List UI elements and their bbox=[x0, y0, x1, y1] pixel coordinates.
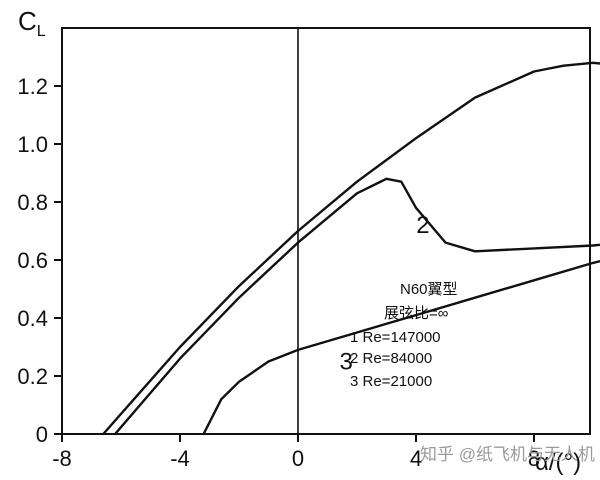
series-2-label: 2 bbox=[416, 212, 429, 239]
x-tick-label: 0 bbox=[292, 446, 304, 471]
y-tick-label: 0.2 bbox=[17, 364, 48, 389]
x-tick-label: 4 bbox=[410, 446, 422, 471]
legend-entry-1: 1 Re=147000 bbox=[350, 329, 441, 346]
series-3-label: 3 bbox=[340, 349, 353, 376]
series-3-line bbox=[202, 259, 600, 436]
series-2-line bbox=[113, 177, 600, 436]
legend-aspect: 展弦比=∞ bbox=[384, 305, 449, 322]
series-1-line bbox=[102, 61, 600, 436]
y-tick-label: 0.4 bbox=[17, 306, 48, 331]
y-tick-label: 1.2 bbox=[17, 74, 48, 99]
series-layer: 123 bbox=[102, 61, 600, 436]
legend-entry-3: 3 Re=21000 bbox=[350, 373, 432, 390]
y-tick-label: 0.6 bbox=[17, 248, 48, 273]
x-axis-label: α/(°) bbox=[535, 449, 581, 476]
legend-box: N60翼型 展弦比=∞ 1 Re=147000 2 Re=84000 3 Re=… bbox=[350, 281, 458, 390]
x-tick-label: 8 bbox=[528, 446, 540, 471]
x-tick-label: -4 bbox=[170, 446, 190, 471]
x-axis-ticks: -8-4048121620 bbox=[52, 434, 540, 471]
legend-title: N60翼型 bbox=[400, 281, 458, 298]
x-tick-label: -8 bbox=[52, 446, 72, 471]
y-tick-label: 1.0 bbox=[17, 132, 48, 157]
y-axis-ticks: 0 0.2 0.4 0.6 0.8 1.0 1.2 bbox=[17, 74, 62, 447]
legend-entry-2: 2 Re=84000 bbox=[350, 350, 432, 367]
y-tick-label: 0.8 bbox=[17, 190, 48, 215]
watermark: 知乎 @纸飞机与无人机 bbox=[420, 445, 595, 464]
y-axis-label: CL bbox=[18, 6, 46, 40]
y-tick-label: 0 bbox=[36, 422, 48, 447]
plot-frame bbox=[61, 27, 591, 435]
y-axis-label-sub: L bbox=[37, 23, 46, 40]
y-axis-label-main: C bbox=[18, 6, 37, 36]
